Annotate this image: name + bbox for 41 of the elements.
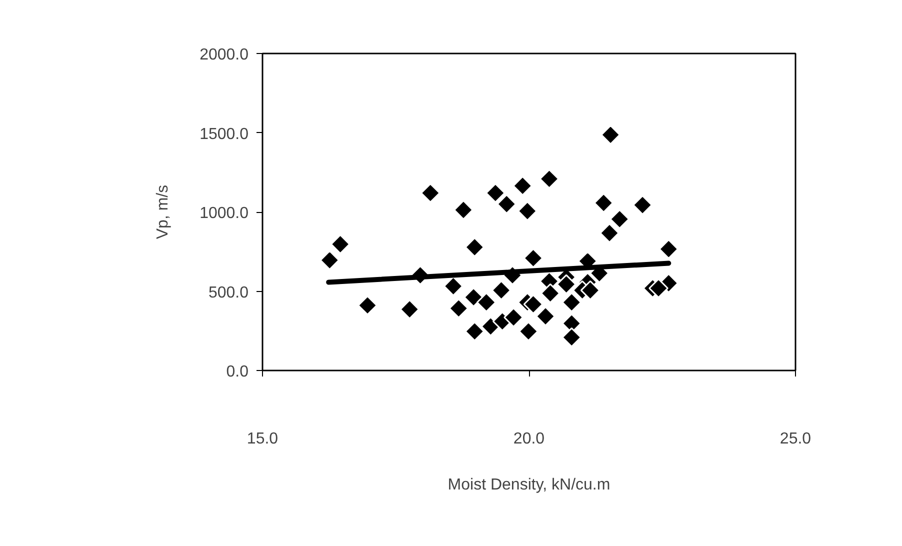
point: [496, 194, 517, 214]
y-tick-label: 2000.0: [200, 46, 249, 64]
y-axis-title: Vp, m/s: [154, 184, 172, 240]
y-tick-label: 0.0: [226, 364, 249, 380]
point: [420, 183, 440, 203]
y-tick-label: 500.0: [208, 284, 249, 302]
point: [358, 295, 378, 316]
y-tick-label: 1500.0: [200, 126, 249, 143]
y-tick-label: 1000.0: [200, 205, 249, 222]
point: [556, 274, 576, 294]
point: [476, 292, 496, 312]
point: [523, 294, 544, 314]
point: [536, 306, 556, 326]
point: [594, 193, 614, 213]
point: [562, 327, 582, 348]
point: [540, 283, 560, 304]
point: [512, 176, 533, 196]
x-tick-label: 20.0: [513, 430, 545, 448]
point: [400, 299, 420, 320]
x-tick-label: 15.0: [246, 430, 278, 448]
x-tick-label: 25.0: [780, 430, 812, 448]
point: [448, 298, 469, 318]
point: [491, 280, 512, 300]
point: [600, 223, 620, 244]
point: [504, 307, 524, 328]
point: [539, 168, 560, 189]
point: [632, 195, 652, 215]
point: [523, 248, 544, 268]
point: [610, 209, 630, 230]
point: [517, 201, 538, 221]
point: [562, 292, 582, 312]
point: [330, 234, 350, 254]
point: [580, 280, 600, 300]
point: [518, 321, 538, 342]
x-axis-title: Moist Density, kN/cu.m: [448, 476, 610, 494]
point: [648, 278, 668, 298]
point: [443, 276, 464, 296]
point: [485, 183, 506, 203]
point: [464, 237, 485, 258]
point: [464, 321, 485, 342]
point: [454, 200, 474, 220]
